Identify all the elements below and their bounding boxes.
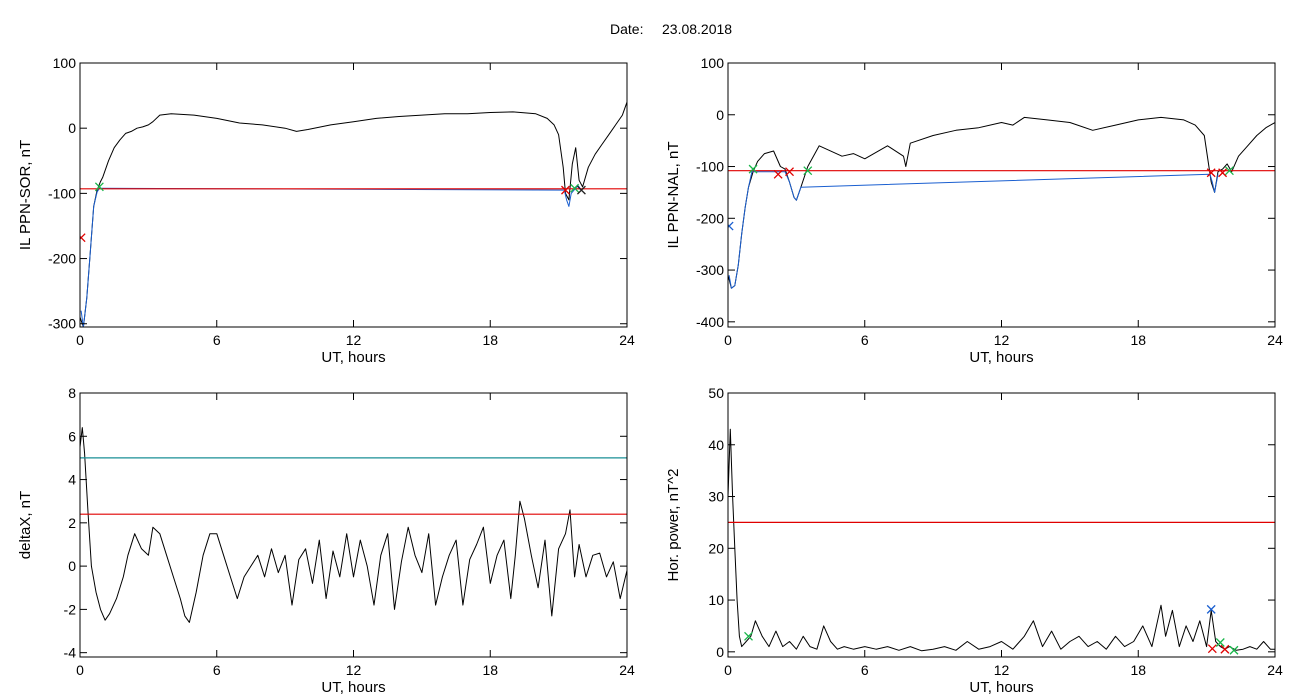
- y-tick-label: 0: [716, 107, 724, 123]
- y-tick-label: 8: [68, 385, 76, 401]
- y-tick-label: 30: [708, 489, 724, 505]
- marker-x: [1220, 644, 1230, 654]
- x-tick-label: 0: [76, 332, 84, 348]
- marker-x: [576, 185, 586, 195]
- plot-data: [728, 116, 1275, 289]
- plot-frame: [79, 62, 628, 328]
- x-tick-label: 6: [213, 332, 221, 348]
- y-tick-label: 100: [53, 55, 77, 71]
- series-line-0: [80, 101, 627, 327]
- y-tick-label: 40: [708, 437, 724, 453]
- x-tick-label: 18: [1130, 662, 1146, 678]
- x-tick-label: 24: [619, 662, 635, 678]
- marker-x: [1229, 645, 1239, 655]
- x-axis-label: UT, hours: [321, 349, 385, 366]
- plot-frame: [79, 392, 628, 658]
- y-tick-label: 0: [68, 558, 76, 574]
- y-axis-label: IL PPN-SOR, nT: [17, 140, 34, 250]
- plot-frame: [727, 392, 1276, 658]
- y-axis-label: IL PPN-NAL, nT: [665, 142, 682, 249]
- marker-x: [570, 183, 580, 193]
- marker-x: [1206, 168, 1216, 178]
- marker-x: [1224, 166, 1234, 176]
- y-tick-label: 2: [68, 515, 76, 531]
- x-tick-label: 18: [482, 662, 498, 678]
- plot-frame: [727, 62, 1276, 328]
- x-tick-label: 0: [76, 662, 84, 678]
- x-tick-label: 12: [346, 332, 362, 348]
- x-tick-label: 24: [1267, 662, 1283, 678]
- y-axis-label: Hor. power, nT^2: [665, 469, 682, 582]
- y-tick-label: 4: [68, 472, 76, 488]
- x-tick-label: 6: [861, 332, 869, 348]
- plot-data: [80, 427, 627, 623]
- x-tick-label: 24: [1267, 332, 1283, 348]
- series-line-0: [728, 116, 1275, 289]
- y-tick-label: -2: [64, 601, 77, 617]
- y-tick-label: -300: [48, 316, 76, 332]
- series-line-0: [80, 427, 627, 623]
- marker-x: [803, 166, 813, 176]
- series-line-1: [728, 171, 1219, 289]
- y-tick-label: -200: [696, 210, 724, 226]
- y-tick-label: 10: [708, 592, 724, 608]
- y-tick-label: 20: [708, 540, 724, 556]
- y-tick-label: -4: [64, 645, 77, 661]
- series-line-1: [80, 185, 582, 327]
- panel-p1: 0 6 12 18 24 -300 -200 -100 0 100 UT, hours IL PPN-…: [17, 55, 635, 366]
- marker-x: [80, 233, 86, 243]
- x-tick-label: 12: [994, 332, 1010, 348]
- series-line-0: [728, 428, 1275, 652]
- marker-x: [94, 182, 104, 192]
- figure-header: Date: 23.08.2018: [610, 21, 732, 37]
- marker-x: [1207, 644, 1217, 654]
- y-tick-label: 0: [716, 644, 724, 660]
- x-tick-label: 12: [994, 662, 1010, 678]
- x-tick-label: 0: [724, 662, 732, 678]
- x-tick-label: 0: [724, 332, 732, 348]
- y-tick-label: 0: [68, 120, 76, 136]
- marker-x: [561, 185, 570, 195]
- x-tick-label: 6: [213, 662, 221, 678]
- x-tick-label: 24: [619, 332, 635, 348]
- y-tick-label: -200: [48, 251, 76, 267]
- marker-x: [773, 169, 783, 179]
- y-tick-label: 100: [701, 55, 725, 71]
- date-label: Date:: [610, 21, 643, 37]
- x-axis-label: UT, hours: [969, 679, 1033, 696]
- x-tick-label: 18: [1130, 332, 1146, 348]
- marker-x: [728, 221, 734, 231]
- x-axis-label: UT, hours: [969, 349, 1033, 366]
- y-tick-label: -300: [696, 262, 724, 278]
- y-axis-label: deltaX, nT: [17, 491, 34, 559]
- date-value: 23.08.2018: [662, 21, 732, 37]
- marker-x: [1215, 638, 1225, 647]
- plot-data: [728, 428, 1275, 655]
- marker-x: [1218, 168, 1228, 178]
- marker-x: [744, 631, 753, 641]
- x-tick-label: 12: [346, 662, 362, 678]
- panel-p2: 0 6 12 18 24 -400 -300 -200 -100 0 100 UT, hours IL …: [665, 55, 1283, 366]
- y-tick-label: 50: [708, 385, 724, 401]
- marker-x: [1206, 604, 1216, 614]
- y-tick-label: -400: [696, 314, 724, 330]
- marker-x: [785, 167, 794, 177]
- y-tick-label: -100: [696, 159, 724, 175]
- y-tick-label: -100: [48, 185, 76, 201]
- y-tick-label: 6: [68, 428, 76, 444]
- x-axis-label: UT, hours: [321, 679, 385, 696]
- x-tick-label: 18: [482, 332, 498, 348]
- x-tick-label: 6: [861, 662, 869, 678]
- plot-data: [80, 101, 627, 327]
- marker-x: [748, 164, 758, 174]
- panel-p4: 0 6 12 18 24 0 10 20 30 40 50 UT, hours Hor. power, …: [665, 385, 1283, 696]
